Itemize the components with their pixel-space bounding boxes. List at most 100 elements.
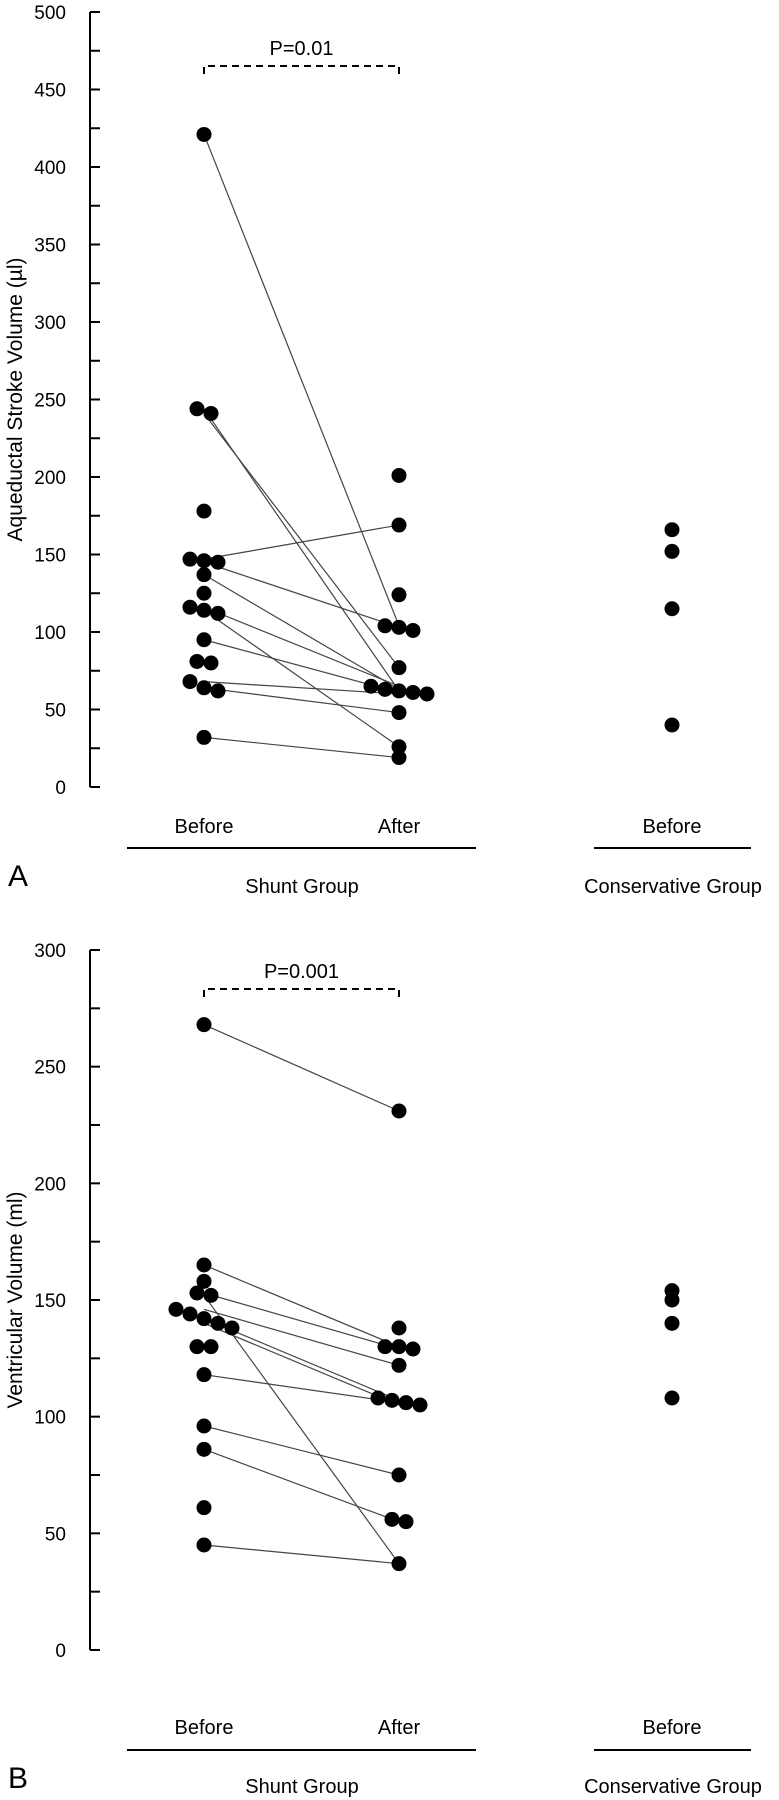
- shunt-before-point: [182, 674, 198, 690]
- shunt-before-point: [196, 503, 212, 519]
- shunt-before-point: [196, 632, 212, 648]
- pair-line: [203, 1425, 400, 1476]
- pair-line: [203, 609, 400, 748]
- pair-line: [203, 1322, 400, 1406]
- y-tick-label: 50: [45, 701, 66, 722]
- shunt-after-point: [391, 1103, 407, 1119]
- y-tick-label: 150: [34, 546, 66, 567]
- shunt-after-point: [398, 1514, 414, 1530]
- shunt-after-point: [405, 1341, 421, 1357]
- conservative-before-point: [664, 1292, 680, 1308]
- shunt-after-point: [412, 1397, 428, 1413]
- pair-line: [203, 574, 400, 690]
- shunt-before-point: [210, 605, 226, 621]
- y-axis-label: Ventricular Volume (ml): [4, 1191, 27, 1408]
- y-tick-label: 150: [34, 1291, 66, 1312]
- shunt-before-point: [196, 1441, 212, 1457]
- shunt-before-point: [203, 1339, 219, 1355]
- shunt-before-point: [203, 405, 219, 421]
- x-label-shunt-before: Before: [175, 816, 234, 838]
- pair-line: [203, 1264, 400, 1348]
- shunt-before-point: [196, 1418, 212, 1434]
- shunt-before-point: [182, 599, 198, 615]
- y-tick-label: 500: [34, 3, 66, 24]
- shunt-before-point: [196, 680, 212, 696]
- shunt-before-point: [189, 1285, 205, 1301]
- shunt-before-point: [196, 1257, 212, 1273]
- shunt-before-point: [196, 1500, 212, 1516]
- shunt-after-point: [391, 1357, 407, 1373]
- y-tick-label: 300: [34, 313, 66, 334]
- shunt-before-point: [210, 554, 226, 570]
- chart-panel-a: 0 50 100 150 200 250 300 350 400 450 500 Aqueductal…: [4, 3, 762, 898]
- shunt-after-point: [405, 622, 421, 638]
- shunt-after-point: [405, 684, 421, 700]
- pair-line: [203, 606, 400, 687]
- p-value-annotation: P=0.001: [264, 961, 339, 983]
- y-tick-label: 100: [34, 623, 66, 644]
- y-tick-label: 0: [55, 778, 66, 799]
- shunt-before-point: [224, 1320, 240, 1336]
- pair-line: [203, 736, 400, 759]
- panel-letter: A: [8, 860, 28, 893]
- shunt-before-point: [196, 1017, 212, 1033]
- pair-line: [203, 134, 400, 627]
- x-label-shunt-before: Before: [175, 1717, 234, 1739]
- shunt-after-point: [384, 1392, 400, 1408]
- conservative-before-point: [664, 522, 680, 538]
- shunt-after-point: [391, 705, 407, 721]
- p-value-annotation: P=0.01: [270, 38, 334, 60]
- conservative-before-point: [664, 601, 680, 617]
- shunt-before-point: [210, 1315, 226, 1331]
- shunt-before-point: [203, 655, 219, 671]
- shunt-before-point: [189, 653, 205, 669]
- shunt-before-point: [196, 567, 212, 583]
- conservative-before-point: [664, 717, 680, 733]
- shunt-before-point: [182, 1306, 198, 1322]
- y-tick-label: 250: [34, 1058, 66, 1079]
- pair-line: [203, 524, 400, 560]
- y-tick-label: 0: [55, 1641, 66, 1662]
- y-tick-label: 250: [34, 391, 66, 412]
- group-label-conservative: Conservative Group: [584, 876, 762, 898]
- shunt-before-point: [210, 683, 226, 699]
- y-tick-label: 400: [34, 158, 66, 179]
- shunt-after-point: [363, 678, 379, 694]
- shunt-before-point: [196, 585, 212, 601]
- y-tick-label: 300: [34, 941, 66, 962]
- shunt-before-point: [196, 1273, 212, 1289]
- shunt-after-point: [391, 467, 407, 483]
- pair-line: [203, 1024, 400, 1112]
- shunt-after-point: [391, 660, 407, 676]
- pair-line: [203, 561, 400, 628]
- x-label-shunt-after: After: [378, 1717, 421, 1739]
- shunt-after-point: [391, 619, 407, 635]
- shunt-before-point: [196, 1311, 212, 1327]
- shunt-after-point: [419, 686, 435, 702]
- shunt-before-point: [196, 1367, 212, 1383]
- shunt-after-point: [391, 750, 407, 766]
- shunt-after-point: [398, 1395, 414, 1411]
- pair-line: [203, 687, 400, 714]
- shunt-before-point: [196, 1537, 212, 1553]
- shunt-before-point: [168, 1301, 184, 1317]
- y-tick-label: 450: [34, 81, 66, 102]
- shunt-before-point: [196, 729, 212, 745]
- shunt-after-point: [377, 1339, 393, 1355]
- x-label-conservative-before: Before: [643, 1717, 702, 1739]
- x-label-shunt-after: After: [378, 816, 421, 838]
- conservative-before-point: [664, 1390, 680, 1406]
- y-axis-label: Aqueductal Stroke Volume (µl): [4, 257, 27, 541]
- shunt-after-point: [377, 618, 393, 634]
- pair-line: [203, 1294, 400, 1565]
- y-tick-label: 50: [45, 1524, 66, 1545]
- shunt-after-point: [377, 681, 393, 697]
- x-label-conservative-before: Before: [643, 816, 702, 838]
- group-label-conservative: Conservative Group: [584, 1776, 762, 1798]
- y-tick-label: 350: [34, 236, 66, 257]
- panel-letter: B: [8, 1762, 28, 1795]
- shunt-after-point: [391, 1339, 407, 1355]
- shunt-before-point: [203, 1287, 219, 1303]
- pair-line: [203, 1544, 400, 1565]
